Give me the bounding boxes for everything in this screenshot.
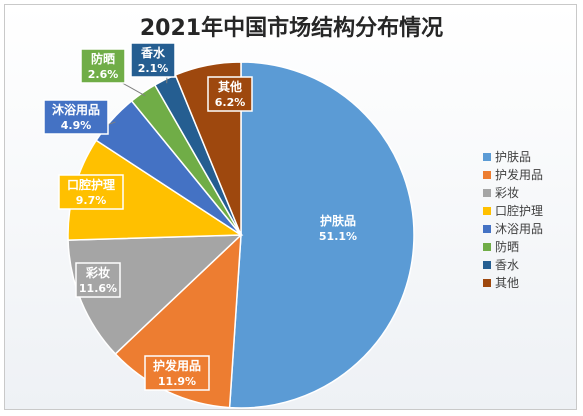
legend-label: 其他 — [495, 276, 520, 290]
data-label-box — [75, 262, 121, 298]
data-label-7: 香水 2.1% — [130, 42, 176, 84]
legend-item-8: 其他 — [483, 274, 543, 292]
data-label-name: 沐浴用品 — [52, 102, 100, 117]
data-label-value: 2.1% — [138, 62, 169, 75]
data-label-value: 2.6% — [88, 68, 119, 81]
data-label-value: 4.9% — [61, 119, 92, 132]
data-label-box — [80, 48, 126, 84]
legend-swatch — [483, 207, 491, 215]
data-label-name: 防晒 — [91, 51, 115, 66]
data-label-box — [58, 174, 124, 210]
data-label-name: 护肤品 — [320, 213, 356, 228]
data-label-3: 彩妆 11.6% — [75, 262, 121, 298]
data-label-box — [312, 211, 364, 245]
data-label-6: 防晒 2.6% — [80, 48, 146, 97]
data-label-name: 护发用品 — [153, 358, 201, 373]
chart-title: 2021年中国市场结构分布情况 — [139, 16, 444, 41]
data-label-box — [43, 99, 109, 135]
legend-label: 护肤品 — [495, 150, 532, 164]
legend-item-1: 护肤品 — [483, 148, 543, 166]
legend-swatch — [483, 225, 491, 233]
legend-swatch — [483, 171, 491, 179]
data-label-name: 香水 — [140, 45, 166, 60]
legend-swatch — [483, 153, 491, 161]
data-label-box — [207, 76, 253, 112]
data-label-value: 6.2% — [215, 96, 246, 109]
data-label-8: 其他 6.2% — [207, 76, 253, 112]
data-label-value: 9.7% — [76, 194, 107, 207]
legend-item-6: 防晒 — [483, 238, 543, 256]
legend-label: 沐浴用品 — [495, 222, 544, 236]
data-label-value: 51.1% — [319, 230, 357, 243]
data-label-value: 11.9% — [158, 375, 196, 388]
data-label-name: 口腔护理 — [67, 177, 115, 192]
legend-item-4: 口腔护理 — [483, 202, 543, 220]
chart-legend: 护肤品护发用品彩妆口腔护理沐浴用品防晒香水其他 — [483, 148, 543, 292]
data-label-value: 11.6% — [79, 282, 117, 295]
data-label-name: 彩妆 — [85, 265, 110, 280]
data-label-4: 口腔护理 9.7% — [58, 174, 124, 210]
legend-label: 香水 — [495, 258, 520, 272]
data-label-1: 护肤品 51.1% — [312, 211, 364, 245]
legend-swatch — [483, 189, 491, 197]
legend-item-3: 彩妆 — [483, 184, 543, 202]
legend-item-2: 护发用品 — [483, 166, 543, 184]
data-label-2: 护发用品 11.9% — [144, 355, 210, 391]
legend-label: 口腔护理 — [495, 204, 544, 218]
data-label-box — [130, 42, 176, 78]
legend-swatch — [483, 261, 491, 269]
data-label-name: 其他 — [218, 79, 242, 94]
data-label-box — [144, 355, 210, 391]
data-label-5: 沐浴用品 4.9% — [43, 99, 116, 135]
legend-swatch — [483, 279, 491, 287]
legend-item-7: 香水 — [483, 256, 543, 274]
legend-item-5: 沐浴用品 — [483, 220, 543, 238]
legend-label: 彩妆 — [495, 186, 520, 200]
legend-swatch — [483, 243, 491, 251]
legend-label: 护发用品 — [495, 168, 544, 182]
legend-label: 防晒 — [495, 240, 520, 254]
